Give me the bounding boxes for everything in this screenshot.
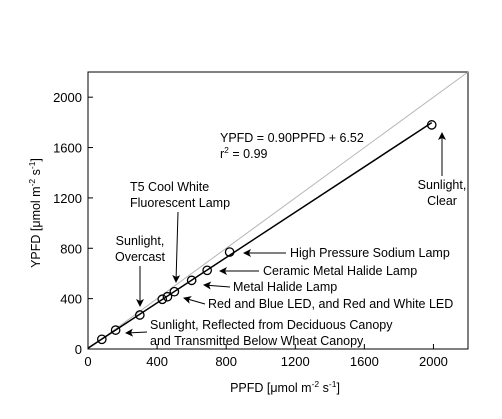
identity-line xyxy=(87,71,469,350)
identity-line-layer xyxy=(87,71,469,350)
arrow-t5-fluorescent xyxy=(172,211,181,283)
data-point xyxy=(134,310,145,320)
x-tick-label: 1600 xyxy=(350,354,379,369)
data-point xyxy=(169,286,180,297)
arrow-led xyxy=(183,296,206,305)
data-point xyxy=(202,265,213,276)
svg-text:T5 Cool White: T5 Cool White xyxy=(130,180,209,194)
x-tick-label: 0 xyxy=(84,354,91,369)
regression-equation: YPFD = 0.90PPFD + 6.52 xyxy=(220,131,364,145)
arrow-sunlight-reflected xyxy=(125,328,148,337)
svg-text:Red and Blue LED, and Red and: Red and Blue LED, and Red and White LED xyxy=(208,297,453,311)
x-tick-label: 800 xyxy=(215,354,237,369)
regression-line xyxy=(87,122,433,349)
x-axis-title: PPFD [μmol m-2 s-1] xyxy=(230,379,340,395)
svg-text:Sunlight,: Sunlight, xyxy=(116,234,165,248)
r-squared: r2 = 0.99 xyxy=(220,145,268,161)
y-tick-label: 2000 xyxy=(53,90,82,105)
data-point xyxy=(224,247,235,257)
data-point xyxy=(96,334,107,345)
x-tick-label: 400 xyxy=(146,354,168,369)
data-points xyxy=(96,120,437,345)
annotation-sunlight-reflected: Sunlight, Reflected from Deciduous Canop… xyxy=(125,318,393,348)
annotation-mh-lamp: Metal Halide Lamp xyxy=(203,280,337,294)
svg-text:High Pressure Sodium Lamp: High Pressure Sodium Lamp xyxy=(290,246,450,260)
data-point xyxy=(426,120,437,130)
svg-text:Overcast: Overcast xyxy=(115,250,166,264)
svg-text:Ceramic Metal Halide Lamp: Ceramic Metal Halide Lamp xyxy=(263,264,417,278)
svg-text:Fluorescent Lamp: Fluorescent Lamp xyxy=(130,196,230,210)
data-point xyxy=(186,275,197,286)
y-tick-label: 400 xyxy=(60,292,82,307)
annotation-t5-fluorescent: T5 Cool White Fluorescent Lamp xyxy=(130,180,230,283)
y-tick-label: 0 xyxy=(75,342,82,357)
fit-line-layer xyxy=(87,122,433,349)
y-tick-label: 1600 xyxy=(53,141,82,156)
arrow-mh-lamp xyxy=(203,281,231,290)
axis-ticks: 0 400 800 1200 1600 2000 0 400 800 1200 1600 2000 xyxy=(53,90,448,369)
data-point xyxy=(162,291,173,302)
y-axis-title: YPFD [μmol m-2 s-1] xyxy=(27,158,43,268)
data-point xyxy=(110,325,121,335)
annotation-hps-lamp: High Pressure Sodium Lamp xyxy=(243,246,450,260)
x-tick-label: 2000 xyxy=(419,354,448,369)
y-tick-label: 1200 xyxy=(53,191,82,206)
plot-frame xyxy=(87,71,469,350)
annotation-sunlight-overcast: Sunlight, Overcast xyxy=(115,234,166,307)
svg-text:Clear: Clear xyxy=(427,194,457,208)
annotation-led: Red and Blue LED, and Red and White LED xyxy=(183,296,453,311)
svg-text:and Transmitted Below Wheat Ca: and Transmitted Below Wheat Canopy xyxy=(150,334,364,348)
svg-text:Metal Halide Lamp: Metal Halide Lamp xyxy=(233,280,337,294)
annotation-sunlight-clear: Sunlight, Clear xyxy=(418,132,467,208)
annotation-ceramic-mh-lamp: Ceramic Metal Halide Lamp xyxy=(219,264,417,278)
svg-text:Sunlight, Reflected from Decid: Sunlight, Reflected from Deciduous Canop… xyxy=(150,318,393,332)
svg-text:Sunlight,: Sunlight, xyxy=(418,178,467,192)
data-point xyxy=(157,294,168,305)
y-tick-label: 800 xyxy=(60,241,82,256)
x-tick-label: 1200 xyxy=(281,354,310,369)
